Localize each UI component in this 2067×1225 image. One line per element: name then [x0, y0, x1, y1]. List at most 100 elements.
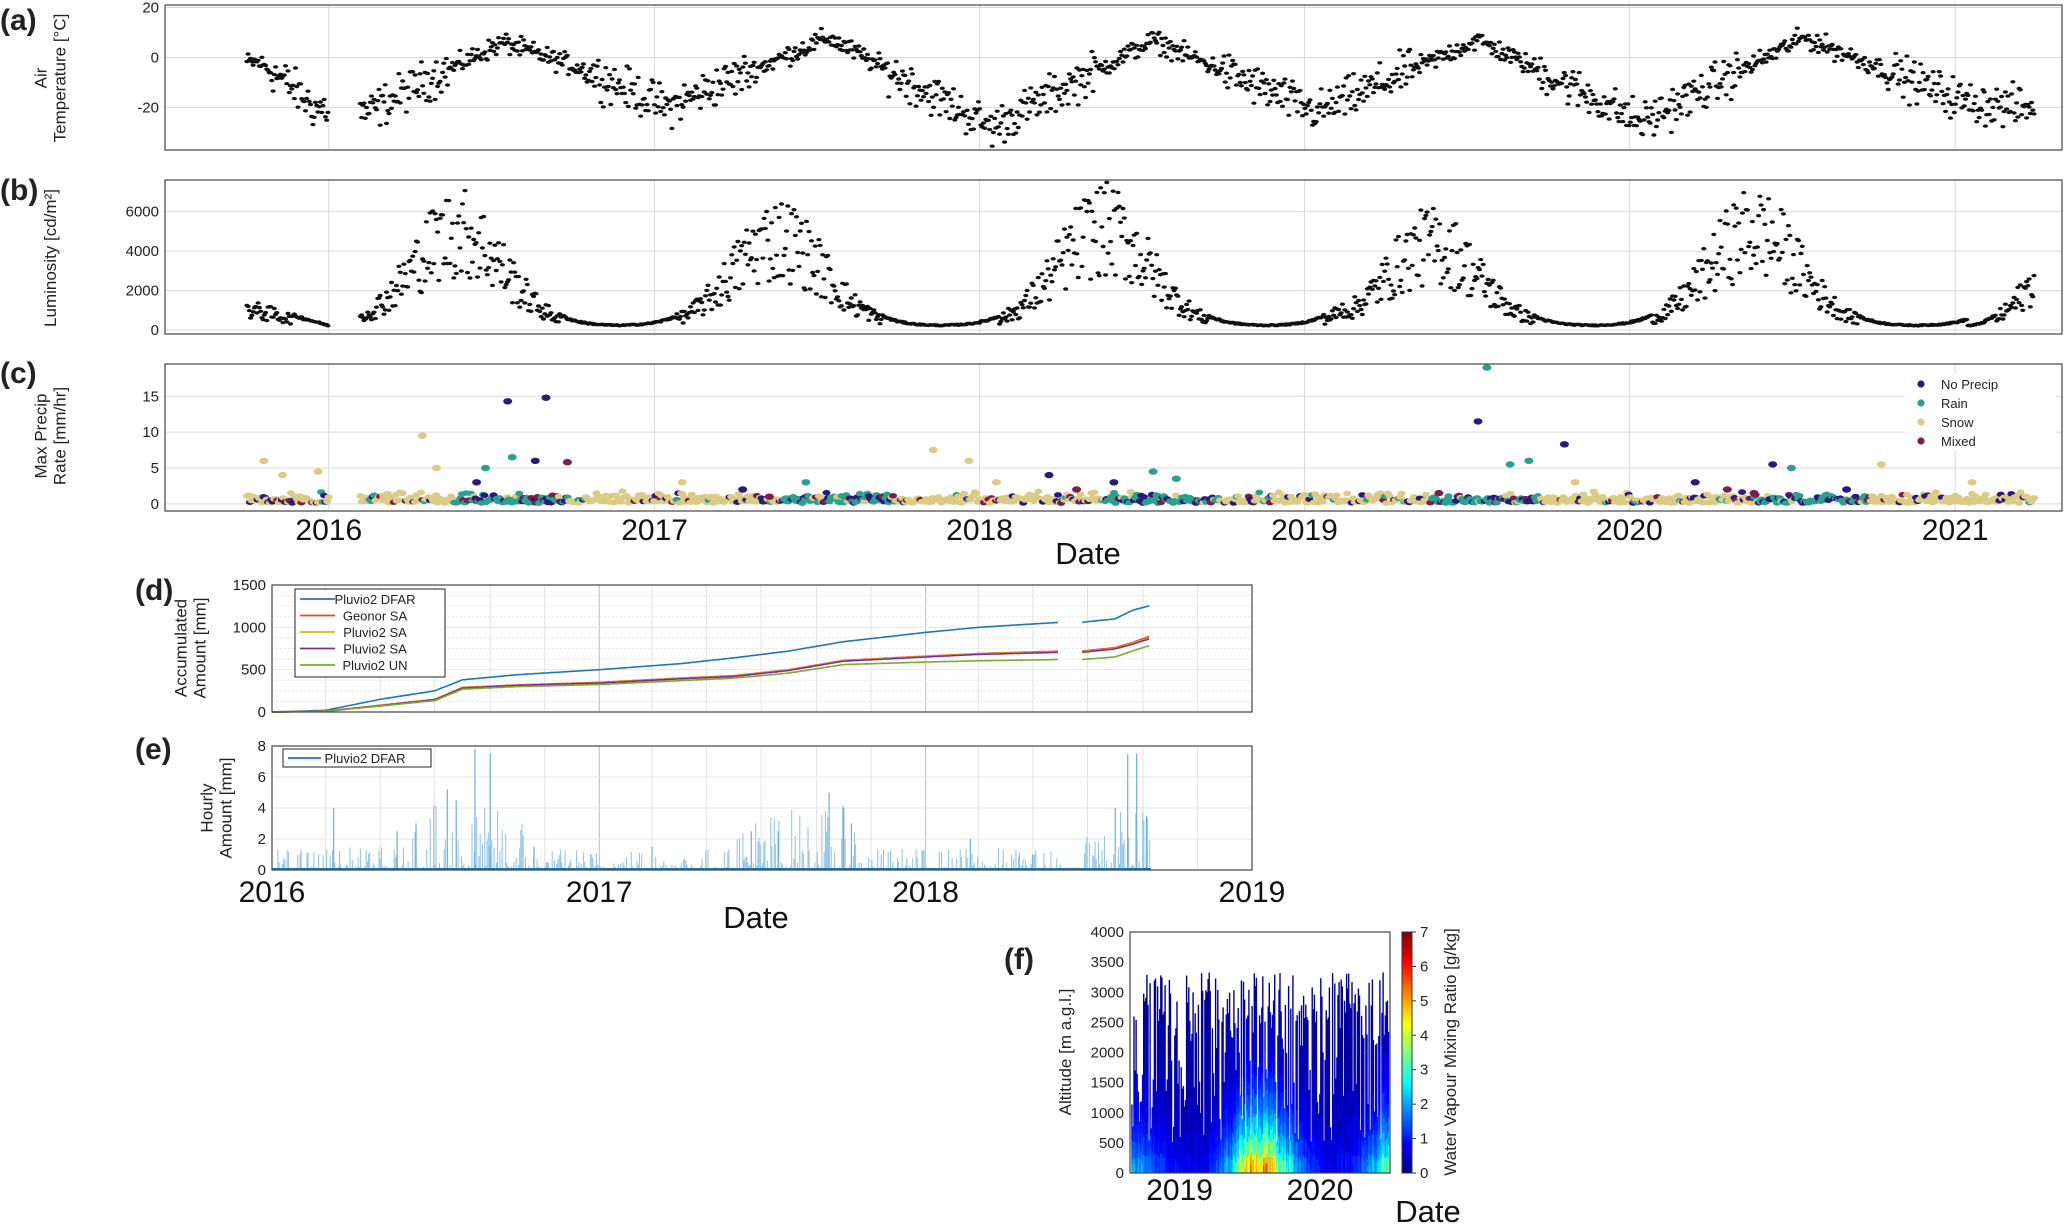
data-point — [1901, 80, 1907, 85]
data-point — [856, 303, 862, 307]
data-point — [1717, 81, 1723, 86]
data-point — [1392, 293, 1398, 297]
data-point — [245, 52, 251, 56]
data-point — [1876, 461, 1886, 468]
data-point — [709, 307, 715, 312]
data-point — [395, 289, 401, 293]
data-point — [822, 295, 828, 300]
data-point — [1148, 468, 1158, 475]
data-point — [832, 36, 838, 40]
data-point — [710, 80, 716, 85]
data-point — [456, 59, 462, 64]
data-point — [1103, 273, 1109, 277]
data-point — [1099, 225, 1105, 229]
data-point — [1003, 315, 1009, 319]
data-point — [1672, 294, 1678, 298]
data-point — [387, 295, 393, 299]
data-point — [1789, 276, 1795, 280]
data-point — [491, 258, 497, 263]
heatmap-cell — [1131, 1104, 1133, 1112]
data-point — [889, 493, 898, 499]
data-point — [1508, 60, 1514, 64]
data-point — [1733, 206, 1739, 210]
y-axis-label: Amount [mm] — [217, 757, 236, 858]
data-point — [1263, 78, 1269, 82]
data-point — [683, 99, 689, 103]
data-point — [705, 283, 711, 287]
data-point — [1719, 492, 1728, 499]
data-point — [1272, 86, 1278, 91]
data-point — [1080, 235, 1086, 239]
data-point — [1997, 105, 2003, 109]
data-point — [1481, 290, 1487, 294]
data-point — [1108, 239, 1114, 244]
data-point — [1699, 267, 1706, 271]
data-point — [1566, 94, 1572, 98]
data-point — [1876, 58, 1883, 62]
data-point — [738, 486, 748, 493]
data-point — [436, 278, 442, 283]
data-point — [1079, 74, 1085, 78]
data-point — [807, 287, 813, 291]
x-tick-label: 2019 — [1219, 876, 1286, 909]
data-point — [801, 479, 811, 486]
data-point — [1141, 266, 1147, 270]
data-point — [1950, 75, 1956, 79]
y-tick-label: 2000 — [126, 283, 159, 300]
data-point — [726, 298, 732, 302]
data-point — [1731, 70, 1737, 75]
data-point — [1240, 69, 1246, 74]
data-point — [1887, 493, 1896, 500]
data-point — [735, 239, 741, 244]
data-point — [1473, 418, 1483, 425]
data-point — [415, 88, 421, 92]
data-point — [1088, 67, 1094, 72]
data-point — [1677, 286, 1683, 290]
data-point — [527, 302, 533, 307]
data-point — [1152, 269, 1158, 273]
data-point — [878, 317, 884, 322]
data-point — [515, 490, 524, 497]
data-point — [594, 64, 600, 68]
data-point — [1324, 101, 1330, 106]
data-point — [1666, 304, 1672, 308]
data-point — [719, 293, 725, 297]
data-point — [1321, 114, 1327, 118]
data-point — [383, 490, 392, 497]
data-point — [487, 241, 493, 245]
data-point — [653, 111, 659, 115]
data-point — [1076, 491, 1085, 498]
data-point — [1236, 72, 1242, 77]
y-axis-label: Accumulated — [172, 599, 191, 697]
data-point — [284, 82, 290, 86]
data-point — [1119, 53, 1125, 57]
data-point — [1748, 70, 1754, 74]
data-point — [913, 104, 919, 108]
data-point — [274, 311, 280, 315]
data-point — [1940, 102, 1946, 106]
data-point — [798, 221, 805, 225]
data-point — [1626, 123, 1632, 128]
data-point — [1398, 85, 1404, 89]
data-point — [1237, 80, 1243, 85]
data-point — [1495, 54, 1501, 59]
data-point — [503, 398, 513, 405]
data-point — [1162, 36, 1168, 40]
data-point — [2031, 273, 2037, 278]
data-point — [1494, 291, 1500, 295]
x-tick-label: 2017 — [566, 876, 633, 909]
data-point — [1964, 317, 1970, 322]
data-point — [528, 309, 534, 313]
data-point — [307, 102, 314, 107]
data-point — [1871, 66, 1878, 71]
data-point — [1420, 258, 1426, 262]
data-point — [931, 105, 937, 110]
data-point — [1085, 81, 1091, 85]
data-point — [2000, 317, 2006, 321]
data-point — [2027, 305, 2033, 309]
data-point — [720, 87, 726, 91]
data-point — [517, 53, 523, 57]
legend-entry: Pluvio2 SA — [343, 642, 407, 657]
data-point — [790, 268, 796, 273]
